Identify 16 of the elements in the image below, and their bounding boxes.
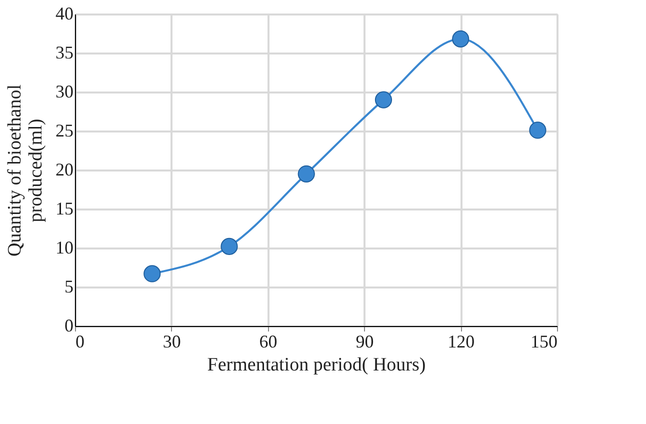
y-tick-label: 35: [56, 42, 74, 62]
y-tick-label: 5: [64, 276, 74, 296]
x-tick-label: 30: [162, 332, 181, 352]
y-axis-title: Quantity of bioethanol produced(ml): [4, 84, 46, 257]
y-tick-label: 10: [56, 238, 74, 258]
x-tick-label: 120: [448, 332, 475, 352]
x-axis-title: Fermentation period( Hours): [207, 354, 426, 376]
y-tick-label: 20: [56, 160, 74, 180]
x-tick-label: 150: [530, 332, 558, 352]
y-tick-label: 15: [56, 198, 74, 218]
x-tick-label: 90: [356, 332, 374, 352]
y-tick-label: 25: [56, 120, 74, 140]
y-tick-label: 0: [64, 316, 74, 336]
x-tick-label: 60: [259, 332, 278, 352]
y-tick-label: 40: [56, 4, 74, 24]
y-tick-label: 30: [56, 82, 74, 102]
